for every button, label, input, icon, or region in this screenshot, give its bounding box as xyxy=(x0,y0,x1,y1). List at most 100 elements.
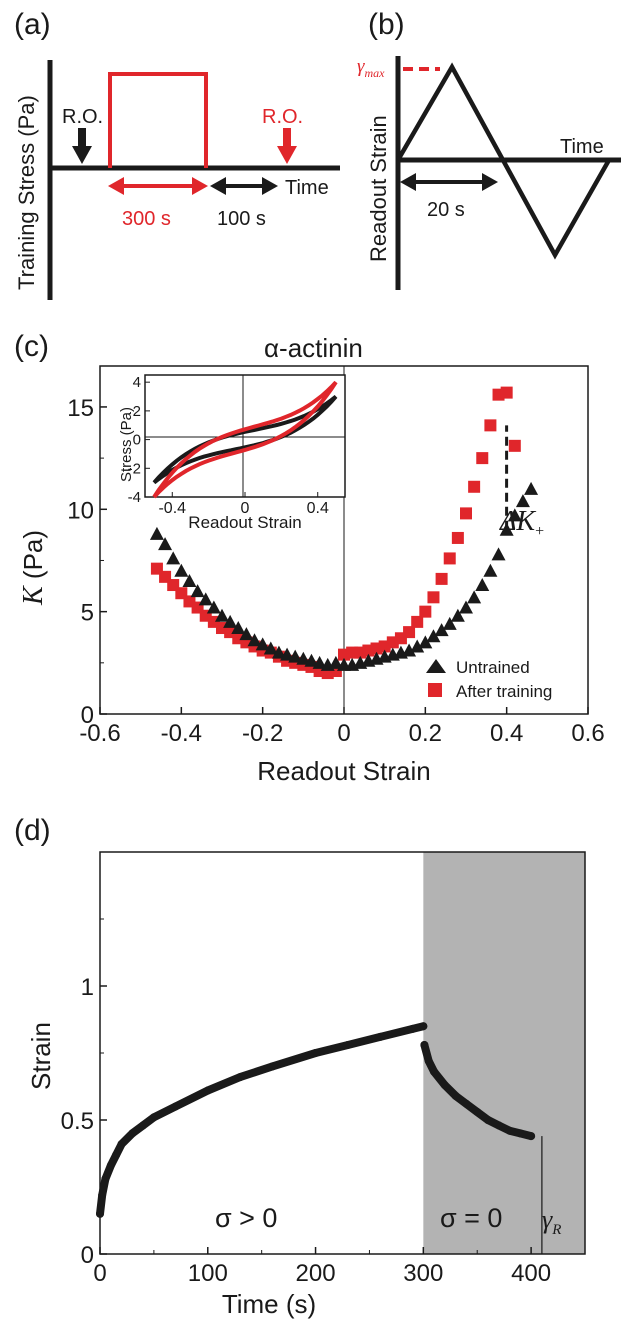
untrained-point xyxy=(263,641,278,655)
panel-c-xlabel: Readout Strain xyxy=(257,756,430,786)
untrained-point xyxy=(312,655,327,669)
inset-loops xyxy=(152,380,338,499)
untrained-point xyxy=(491,547,506,561)
panel-c-title: α-actinin xyxy=(264,333,363,363)
panel-c-series-after-training xyxy=(150,386,521,680)
y-tick-label: 0 xyxy=(81,702,94,729)
after-training-point xyxy=(476,452,489,465)
untrained-point xyxy=(515,494,530,508)
y-tick-label: 5 xyxy=(81,600,94,627)
untrained-point xyxy=(190,584,205,598)
inset-loop-after-training xyxy=(152,380,338,499)
after-training-point xyxy=(411,615,424,628)
inset-x-tick-label: 0.4 xyxy=(307,500,329,517)
y-tick-label: 10 xyxy=(67,497,94,524)
panel-c-delta-k: ΔK+ xyxy=(499,506,544,540)
y-tick-label: 1 xyxy=(81,974,94,1001)
x-tick-label: 0.2 xyxy=(409,720,442,747)
panel-a-duration-red: 300 s xyxy=(122,208,171,230)
panel-b-strain-wave xyxy=(396,62,611,260)
untrained-point xyxy=(328,655,343,669)
panel-d-xticks: 0 100 200 300 400 xyxy=(93,1247,551,1287)
panel-d: (d) 0 100 200 300 400 00.51 γR σ > 0 σ = 0 T… xyxy=(14,814,586,1319)
inset-x-tick-label: -0.4 xyxy=(158,500,186,517)
panel-b-time: Time xyxy=(560,136,604,158)
after-training-point xyxy=(451,531,464,544)
panel-a-ylabel: Training Stress (Pa) xyxy=(14,95,39,290)
untrained-point xyxy=(434,623,449,637)
panel-a-black-arrowhead-left xyxy=(210,177,226,195)
untrained-point xyxy=(524,481,539,495)
inset-y-tick-label: 0 xyxy=(133,432,141,449)
panel-a-red-arrowhead-right xyxy=(192,177,208,195)
strain-trace-recovery xyxy=(420,1041,536,1141)
panel-a-duration-black: 100 s xyxy=(217,208,266,230)
panel-a-ro-right-arrowhead xyxy=(277,146,297,164)
panel-a-black-arrowhead-right xyxy=(262,177,278,195)
panel-d-xlabel: Time (s) xyxy=(222,1289,316,1319)
x-tick-label: 200 xyxy=(296,1260,336,1287)
after-training-point xyxy=(508,439,521,452)
inset-xticks: -0.4 0 0.4 xyxy=(158,492,329,517)
untrained-point xyxy=(206,600,221,614)
panel-b-label: (b) xyxy=(368,8,405,41)
after-training-point xyxy=(248,640,261,653)
after-training-point xyxy=(435,572,448,585)
y-tick-label: 0.5 xyxy=(61,1108,94,1135)
panel-b-period: 20 s xyxy=(427,199,465,221)
panel-c-legend: Untrained After training xyxy=(426,658,552,701)
inset-y-tick-label: 4 xyxy=(133,374,141,391)
panel-a-red-arrowhead-left xyxy=(108,177,124,195)
after-training-point xyxy=(460,507,472,520)
untrained-point xyxy=(198,592,213,606)
untrained-point xyxy=(182,573,197,587)
x-tick-label: 400 xyxy=(511,1260,551,1287)
after-training-point xyxy=(443,552,456,565)
untrained-point xyxy=(426,629,441,643)
panel-b-gamma-max: γmax xyxy=(357,56,385,80)
after-training-point xyxy=(403,626,416,639)
untrained-point xyxy=(507,508,522,522)
panel-a-time: Time xyxy=(285,177,329,199)
inset-x-tick-label: 0 xyxy=(241,500,250,517)
panel-d-yticks: 00.51 xyxy=(61,918,107,1269)
legend-after-training-marker xyxy=(428,683,442,697)
untrained-point xyxy=(442,616,457,630)
panel-a-ro-left-arrowhead xyxy=(72,146,92,164)
inset-yticks: -4 -2 0 2 4 xyxy=(128,374,150,506)
panel-c-yticks: 0 5 10 15 xyxy=(67,395,107,729)
x-tick-label: -0.2 xyxy=(242,720,283,747)
after-training-point xyxy=(484,419,497,432)
panel-b-period-arrowhead-left xyxy=(400,173,416,191)
panel-c-label: (c) xyxy=(14,330,49,363)
x-tick-label: 0 xyxy=(93,1260,106,1287)
untrained-point xyxy=(459,600,473,614)
panel-c-xticks: -0.6 -0.4 -0.2 0 0.2 0.4 0.6 xyxy=(79,707,605,747)
untrained-point xyxy=(158,537,173,551)
untrained-point xyxy=(280,647,295,661)
y-tick-label: 0 xyxy=(81,1242,94,1269)
untrained-point xyxy=(255,637,270,651)
untrained-point xyxy=(483,563,498,577)
untrained-point xyxy=(271,645,286,659)
x-tick-label: 300 xyxy=(403,1260,443,1287)
x-tick-label: 0.4 xyxy=(490,720,523,747)
panel-c: (c) α-actinin -0.6 -0.4 -0.2 0 0.2 0.4 0.6 0 5 1… xyxy=(14,330,605,786)
x-tick-label: -0.4 xyxy=(161,720,202,747)
after-training-point xyxy=(500,386,513,399)
panel-b-ylabel: Readout Strain xyxy=(366,115,391,262)
after-training-point xyxy=(427,591,440,604)
strain-trace-creep xyxy=(96,1022,428,1218)
panel-d-strain-series xyxy=(96,1022,536,1218)
panel-a-ro-right: R.O. xyxy=(262,106,303,128)
untrained-point xyxy=(410,639,425,653)
x-tick-label: 100 xyxy=(188,1260,228,1287)
x-tick-label: 0.6 xyxy=(571,720,604,747)
y-tick-label: 15 xyxy=(67,395,94,422)
untrained-point xyxy=(231,621,246,635)
inset-xlabel: Readout Strain xyxy=(188,513,301,532)
panel-c-inset: -0.4 0 0.4 -4 -2 0 2 4 Readout Strain Stress (… xyxy=(118,374,346,532)
legend-untrained-label: Untrained xyxy=(456,658,530,677)
after-training-point xyxy=(419,605,432,618)
